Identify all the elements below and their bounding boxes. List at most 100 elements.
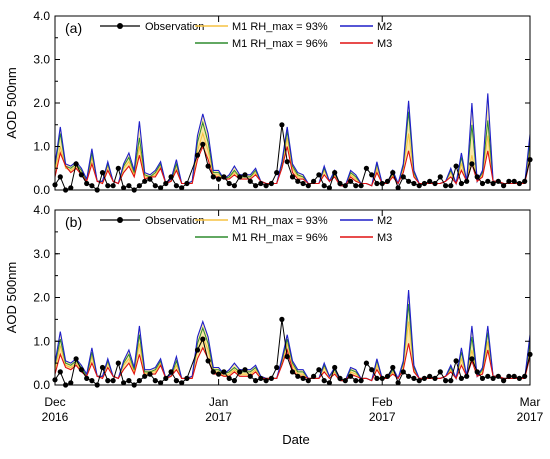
observation-point: [443, 183, 449, 189]
observation-point: [115, 360, 121, 366]
observation-point: [200, 141, 206, 147]
legend-m1-96-label: M1 RH_max = 96%: [232, 232, 328, 244]
observation-point: [295, 178, 301, 184]
legend-m1-93-label: M1 RH_max = 93%: [232, 21, 328, 33]
y-tick-label: 1.0: [33, 334, 50, 348]
observation-point: [437, 174, 443, 180]
observation-point: [464, 373, 470, 379]
observation-point: [337, 375, 343, 381]
legend-observation-marker: [117, 23, 123, 29]
observation-point: [231, 183, 237, 189]
x-tick-label-year: 2017: [369, 410, 396, 424]
panel-a: 0.0 1.0 2.0 3.0 4.0 AOD 500nm (a) Observation M1…: [4, 9, 533, 197]
observation-point: [427, 373, 433, 379]
observation-point: [332, 170, 338, 176]
observation-point: [516, 180, 523, 187]
x-tick-label-year: 2017: [517, 410, 544, 424]
observation-point: [295, 373, 301, 379]
observation-point: [321, 378, 327, 384]
observation-point: [348, 373, 354, 379]
observation-point: [142, 373, 148, 379]
legend-observation-marker: [117, 217, 123, 223]
observation-point: [184, 375, 190, 381]
observation-point: [268, 375, 274, 381]
observation-point: [194, 152, 201, 158]
observation-point: [231, 378, 237, 384]
legend-m1-96-label: M1 RH_max = 96%: [232, 38, 328, 50]
observation-point: [274, 170, 280, 176]
observation-point: [326, 380, 332, 386]
observation-point: [469, 161, 475, 167]
observation-point: [268, 180, 274, 187]
legend-observation-label: Observation: [145, 215, 204, 227]
series-m1-96-line: [54, 304, 531, 382]
y-axis-title: AOD 500nm: [4, 67, 19, 139]
observation-point: [464, 178, 470, 184]
observation-point: [342, 183, 348, 189]
observation-point: [379, 375, 385, 381]
observation-point: [226, 375, 232, 381]
legend-m3-label: M3: [377, 38, 392, 50]
observation-point: [105, 183, 111, 189]
observation-point: [305, 378, 311, 384]
observation-point: [247, 373, 253, 379]
observation-point: [348, 178, 354, 184]
observation-point: [506, 178, 512, 184]
observation-point: [194, 347, 201, 353]
y-tick-label: 2.0: [33, 291, 50, 305]
observation-point: [406, 373, 412, 379]
observation-point: [374, 180, 380, 187]
observation-point: [263, 378, 269, 384]
observation-point: [443, 378, 449, 384]
observation-point: [384, 178, 391, 184]
observation-point: [479, 375, 486, 381]
observation-point: [99, 364, 106, 371]
observation-point: [353, 378, 359, 384]
observation-point: [311, 178, 317, 184]
observation-point: [495, 178, 501, 184]
observation-point: [253, 183, 259, 189]
observation-point: [163, 375, 169, 381]
y-tick-label: 4.0: [33, 203, 50, 217]
y-tick-label: 0.0: [33, 183, 50, 197]
legend-m2-label: M2: [377, 21, 392, 33]
observation-point: [210, 369, 216, 375]
observation-point: [152, 378, 158, 384]
observation-point: [485, 178, 491, 184]
observation-point: [432, 180, 438, 187]
legend-m3-label: M3: [377, 232, 392, 244]
observation-point: [289, 369, 296, 375]
observation-point: [73, 356, 79, 362]
observation-point: [136, 183, 142, 189]
observation-point: [406, 178, 412, 184]
observation-point: [501, 378, 507, 384]
observation-point: [110, 183, 116, 189]
observation-point: [416, 183, 422, 189]
observation-point: [421, 180, 427, 187]
observation-point: [474, 369, 480, 375]
legend-m2-label: M2: [377, 215, 392, 227]
series-m3-line: [54, 145, 531, 187]
series-m1-93-line: [54, 321, 531, 382]
observation-point: [68, 380, 74, 386]
observation-point: [78, 172, 84, 178]
observation-point: [479, 180, 486, 187]
observation-point: [316, 367, 322, 373]
observation-point: [289, 174, 296, 180]
observation-point: [163, 180, 169, 187]
observation-point: [300, 375, 306, 381]
observation-point: [358, 378, 364, 384]
observation-point: [221, 174, 227, 180]
legend-m1-93-label: M1 RH_max = 93%: [232, 215, 328, 227]
observation-point: [210, 174, 216, 180]
observation-point: [147, 176, 153, 182]
observation-point: [147, 371, 153, 377]
observation-point: [448, 378, 454, 384]
y-tick-label: 4.0: [33, 9, 50, 23]
observation-point: [506, 373, 512, 379]
observation-point: [121, 185, 127, 191]
x-axis-title: Date: [282, 432, 309, 447]
observation-point: [390, 364, 396, 371]
